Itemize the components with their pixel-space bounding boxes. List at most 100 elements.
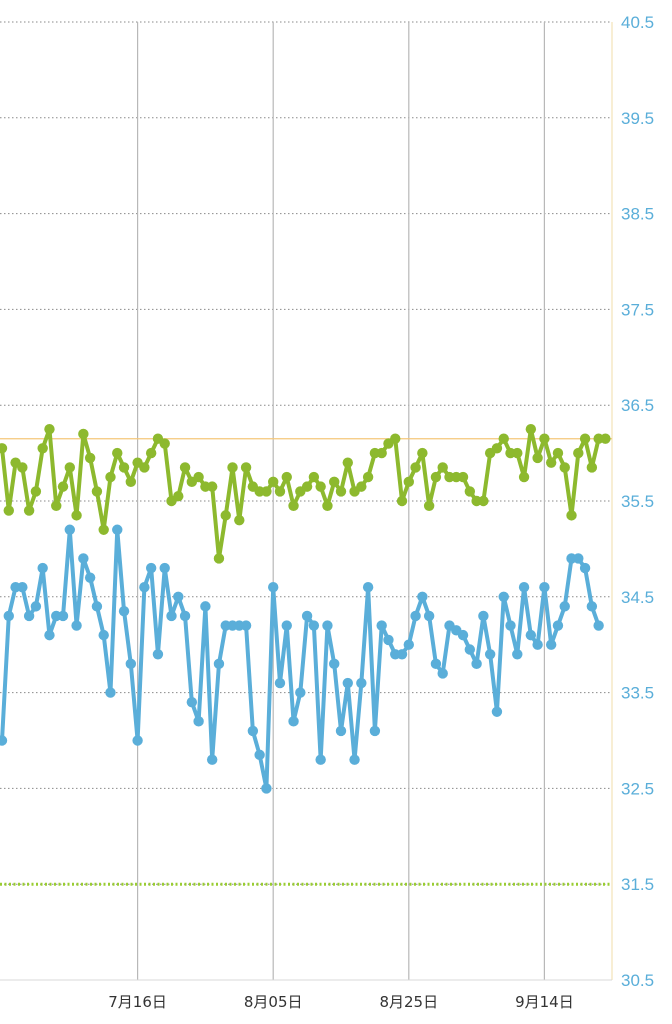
- data-point: [552, 447, 564, 459]
- y-tick-label: 40.5: [621, 13, 654, 32]
- y-tick-label: 32.5: [621, 779, 654, 798]
- data-point: [430, 471, 442, 483]
- y-tick-label: 36.5: [621, 396, 654, 415]
- data-point: [173, 491, 184, 502]
- data-point: [457, 629, 469, 641]
- data-point: [112, 447, 123, 459]
- data-point: [139, 462, 150, 473]
- data-point: [430, 658, 442, 670]
- data-point: [579, 562, 591, 574]
- data-point: [57, 481, 69, 492]
- data-point: [315, 754, 326, 765]
- data-point: [213, 658, 225, 670]
- data-point: [125, 476, 137, 488]
- data-point: [356, 677, 367, 689]
- data-point: [179, 610, 191, 622]
- data-point: [17, 582, 28, 593]
- data-point: [423, 610, 435, 622]
- data-point: [234, 514, 245, 526]
- data-point: [98, 629, 109, 641]
- data-point: [586, 601, 598, 612]
- series-1: [0, 524, 604, 794]
- data-point: [301, 610, 313, 622]
- data-point: [301, 481, 313, 492]
- data-point: [383, 634, 394, 646]
- data-point: [545, 639, 557, 650]
- data-point: [166, 610, 177, 622]
- data-point: [268, 476, 279, 488]
- data-point: [139, 582, 150, 593]
- data-point: [600, 433, 611, 444]
- data-point: [3, 505, 14, 516]
- data-point: [112, 524, 123, 535]
- data-point: [206, 754, 218, 765]
- data-point: [173, 591, 184, 602]
- data-point: [464, 486, 476, 497]
- data-point: [193, 471, 204, 483]
- data-point: [274, 677, 286, 689]
- series-0: [0, 423, 611, 564]
- data-point: [227, 462, 238, 473]
- data-point: [268, 582, 279, 593]
- data-point: [98, 524, 109, 535]
- data-point: [23, 505, 35, 516]
- data-point: [525, 629, 537, 641]
- data-point: [491, 443, 503, 454]
- data-point: [335, 725, 347, 737]
- data-point: [322, 620, 333, 631]
- data-point: [30, 486, 42, 497]
- data-point: [390, 433, 401, 444]
- data-point: [512, 447, 523, 459]
- data-point: [3, 610, 14, 622]
- data-point: [342, 457, 353, 468]
- data-point: [44, 629, 55, 641]
- data-point: [335, 486, 347, 497]
- data-point: [532, 452, 543, 464]
- y-tick-label: 34.5: [621, 588, 654, 607]
- data-point: [308, 620, 320, 631]
- data-point: [125, 658, 137, 670]
- data-point: [437, 668, 448, 679]
- data-point: [84, 572, 96, 583]
- data-point: [403, 639, 414, 650]
- gridlines: [0, 21, 613, 981]
- data-point: [213, 553, 225, 564]
- data-point: [376, 447, 387, 459]
- data-point: [186, 696, 198, 708]
- reference-lines: [0, 438, 612, 886]
- data-point: [91, 601, 103, 612]
- data-point: [23, 610, 35, 622]
- data-point: [471, 658, 482, 670]
- data-point: [159, 562, 170, 574]
- data-point: [559, 601, 570, 612]
- data-point: [505, 620, 516, 631]
- data-point: [254, 749, 265, 761]
- series-group: [0, 423, 611, 794]
- data-point: [145, 562, 157, 574]
- data-point: [586, 462, 598, 473]
- data-point: [525, 423, 537, 435]
- data-point: [498, 433, 509, 444]
- y-tick-label: 38.5: [621, 205, 654, 224]
- data-point: [118, 462, 130, 473]
- data-point: [193, 716, 204, 727]
- data-point: [200, 601, 211, 612]
- x-tick-label: 9月14日: [515, 993, 574, 1011]
- data-point: [362, 582, 374, 593]
- data-point: [539, 433, 550, 444]
- data-point: [518, 471, 530, 483]
- data-point: [91, 486, 103, 497]
- data-point: [362, 471, 374, 483]
- data-point: [518, 582, 530, 593]
- data-point: [532, 639, 543, 650]
- y-tick-label: 33.5: [621, 684, 654, 703]
- data-point: [491, 706, 503, 717]
- data-point: [329, 476, 340, 488]
- x-tick-label: 8月25日: [379, 993, 438, 1011]
- y-tick-label: 30.5: [621, 971, 654, 990]
- data-point: [342, 677, 353, 689]
- data-point: [64, 524, 76, 535]
- data-point: [105, 687, 116, 698]
- data-point: [498, 591, 509, 602]
